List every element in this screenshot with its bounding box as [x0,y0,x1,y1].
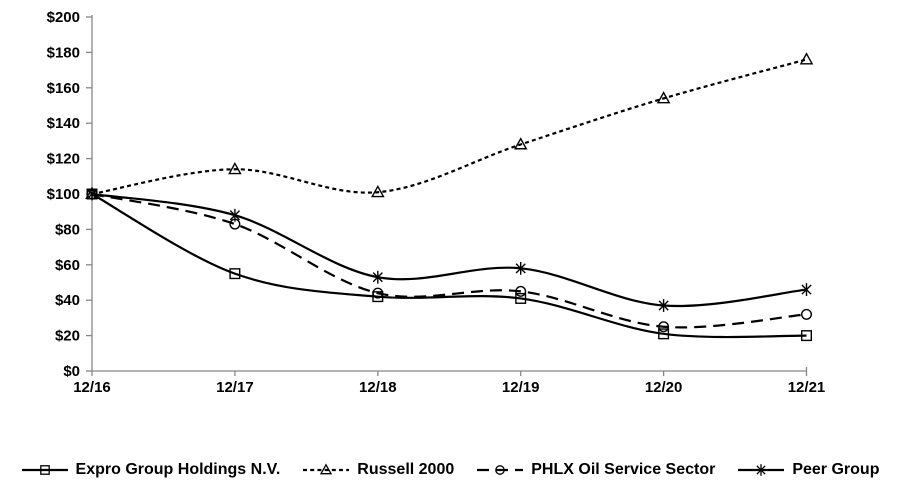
square-marker [39,465,50,475]
legend-swatch-circle-icon [477,465,524,475]
triangle-marker [513,137,528,150]
circle-marker [515,285,527,297]
circle-marker [801,308,813,320]
series-markers-peer-group [86,187,812,312]
square-marker [658,328,670,340]
series-markers-russell-2000 [85,52,814,199]
legend-swatch-asterisk-icon [738,464,785,476]
series-line-phlx-oil-service-sector [91,192,807,329]
triangle-marker [656,91,671,104]
y-tick-label: $60 [55,257,80,274]
asterisk-marker [515,263,526,274]
series-line-peer-group [91,192,807,308]
chart-legend: Expro Group Holdings N.V. Russell 2000 PHL… [0,454,900,486]
triangle-marker [799,52,814,65]
y-tick-label: $100 [47,186,80,203]
square-marker [515,292,527,304]
legend-item-russell-2000: Russell 2000 [302,461,454,479]
legend-label: Russell 2000 [357,461,455,478]
square-marker [801,330,813,342]
series-markers-expro-group-holdings-n-v [86,188,813,342]
legend-item-peer-group: Peer Group [737,461,879,479]
y-tick-label: $80 [55,221,80,238]
x-tick-label: 12/20 [645,379,683,396]
legend-item-expro-group-holdings-n-v: Expro Group Holdings N.V. [21,461,281,479]
legend-label: Expro Group Holdings N.V. [75,461,281,478]
legend-swatch-square-icon [21,465,68,475]
y-tick-label: $0 [63,363,80,380]
x-tick-label: 12/19 [502,379,540,396]
y-tick-label: $20 [55,328,80,345]
y-tick-label: $180 [47,44,80,61]
circle-marker [495,465,506,475]
legend-item-phlx-oil-service-sector: PHLX Oil Service Sector [476,461,715,479]
triangle-marker [320,463,333,475]
triangle-marker [228,161,242,175]
y-tick-label: $200 [47,9,80,26]
circle-marker [372,287,384,299]
x-tick-label: 12/18 [359,379,397,396]
triangle-marker [371,184,385,198]
asterisk-marker [801,284,812,295]
x-tick-label: 12/17 [216,379,254,396]
series-line-expro-group-holdings-n-v [91,193,807,339]
asterisk-marker [756,465,766,475]
asterisk-marker [372,272,383,283]
series-markers-phlx-oil-service-sector [86,188,813,333]
legend-label: PHLX Oil Service Sector [531,461,716,478]
square-marker [229,268,241,280]
x-tick-label: 12/16 [73,379,111,396]
asterisk-marker [86,188,98,200]
y-tick-label: $160 [47,80,80,97]
legend-swatch-triangle-icon [303,463,350,475]
y-tick-label: $40 [55,292,80,309]
x-tick-label: 12/21 [788,379,826,396]
legend-label: Peer Group [792,461,880,478]
y-tick-label: $120 [47,151,80,168]
square-marker [372,291,384,303]
y-tick-label: $140 [47,115,80,132]
series-line-russell-2000 [91,58,807,196]
circle-marker [658,321,670,333]
asterisk-marker [658,300,669,311]
asterisk-marker [229,210,241,221]
